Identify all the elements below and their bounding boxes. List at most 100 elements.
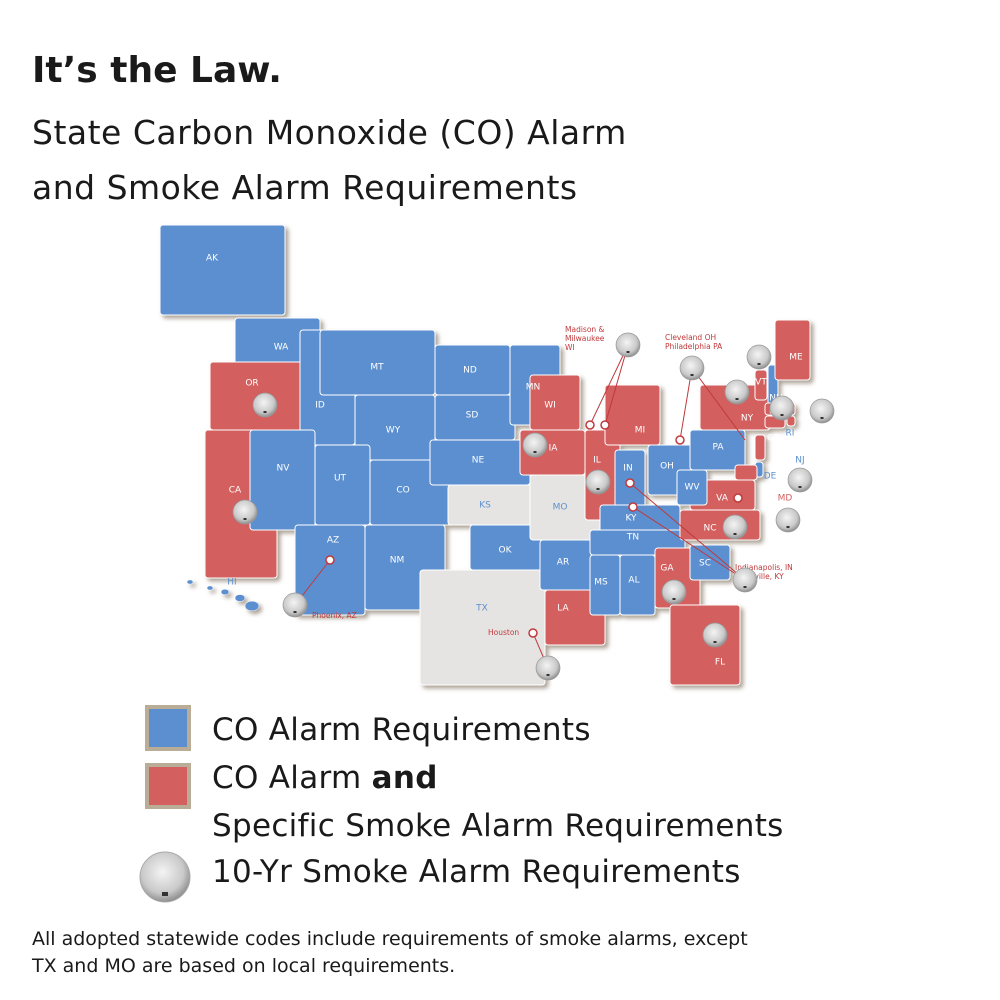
state	[604, 384, 661, 446]
city-dot	[600, 420, 610, 430]
footnote: All adopted statewide codes include requ…	[32, 928, 748, 950]
title: It’s the Law.	[32, 50, 282, 91]
legend-label: CO Alarm Requirements	[212, 712, 591, 748]
smoke-alarm-icon-led	[690, 374, 694, 376]
subtitle: State Carbon Monoxide (CO) Alarm	[32, 113, 627, 152]
state-label: NJ	[795, 456, 804, 466]
state-label: FL	[715, 658, 725, 668]
smoke-alarm-icon	[679, 355, 705, 381]
city-dot	[628, 502, 638, 512]
smoke-alarm-icon-led	[626, 351, 630, 353]
state-label: TN	[626, 533, 639, 543]
smoke-alarm-icon-led	[672, 598, 676, 600]
state-label: WI	[544, 401, 556, 411]
state-label: VT	[755, 378, 767, 388]
smoke-alarm-icon-led	[798, 486, 802, 488]
state-label: WA	[274, 343, 289, 353]
state-label: AL	[628, 576, 639, 586]
state-label: IL	[593, 456, 601, 466]
callout-label: Philadelphia PA	[665, 342, 723, 351]
state-label: SD	[466, 411, 479, 421]
state	[244, 600, 260, 612]
city-dot	[325, 555, 335, 565]
state-label: PA	[712, 443, 724, 453]
leader-line	[604, 344, 629, 426]
legend-label: Specific Smoke Alarm Requirements	[212, 808, 784, 844]
smoke-alarm-icon-led	[263, 411, 267, 413]
smoke-alarm-icon	[746, 344, 772, 370]
state-label: OK	[499, 546, 513, 556]
state-label: MD	[778, 494, 793, 504]
smoke-alarm-icon-led	[596, 488, 600, 490]
smoke-alarm-icon-led	[780, 414, 784, 416]
state	[419, 569, 546, 686]
state-label: AZ	[327, 536, 339, 546]
smoke-alarm-icon	[282, 592, 308, 618]
state	[529, 374, 581, 431]
state	[186, 579, 194, 585]
leader-line	[691, 367, 746, 441]
state	[754, 369, 768, 401]
city-dot	[528, 628, 538, 638]
state-label: OH	[660, 462, 674, 472]
smoke-alarm-icon	[585, 469, 611, 495]
leader-line	[629, 482, 746, 581]
legend-label: CO Alarm and	[212, 760, 438, 796]
city-dot	[675, 435, 685, 445]
city-dot	[585, 420, 595, 430]
legend-swatch	[145, 705, 191, 751]
legend-label: 10-Yr Smoke Alarm Requirements	[212, 854, 741, 890]
state-label: IN	[623, 464, 632, 474]
state	[774, 319, 811, 381]
leader-line	[589, 344, 629, 426]
state-label: ND	[463, 366, 477, 376]
smoke-alarm-icon	[787, 467, 813, 493]
legend-swatch	[145, 763, 191, 809]
state-label: CO	[396, 486, 409, 496]
state-label: HI	[227, 578, 236, 588]
legend-alarm-icon	[139, 851, 191, 903]
state-label: TX	[475, 604, 488, 614]
legend-text: CO Alarm	[212, 760, 362, 796]
leader-line	[632, 506, 746, 581]
smoke-alarm-icon-led	[820, 417, 824, 419]
state	[669, 604, 741, 686]
state	[314, 444, 371, 526]
smoke-alarm-icon	[615, 332, 641, 358]
smoke-alarm-icon	[702, 622, 728, 648]
state-label: VA	[716, 494, 729, 504]
city-dot	[625, 478, 635, 488]
state-label: UT	[334, 474, 347, 484]
subtitle: and Smoke Alarm Requirements	[32, 168, 578, 207]
callout-label: Houston	[488, 628, 519, 637]
callout-label: Louisville, KY	[735, 572, 784, 581]
smoke-alarm-icon-led	[733, 533, 737, 535]
state-label: DE	[764, 472, 777, 482]
smoke-alarm-icon-led	[546, 674, 550, 676]
smoke-alarm-icon	[769, 395, 795, 421]
state-label: MN	[526, 383, 541, 393]
state	[447, 484, 544, 526]
state-label: AK	[206, 254, 219, 264]
state-label: MT	[370, 363, 384, 373]
state-label: KS	[479, 501, 491, 511]
state-label: OR	[245, 379, 258, 389]
smoke-alarm-icon	[722, 514, 748, 540]
state	[159, 224, 286, 316]
state-label: RI	[786, 429, 795, 439]
callout-label: WI	[565, 343, 575, 352]
state-label: KY	[625, 514, 637, 524]
smoke-alarm-icon-led	[533, 451, 537, 453]
state	[754, 434, 766, 461]
state-label: MS	[594, 578, 608, 588]
state-label: CT	[767, 434, 779, 444]
callout-label: Milwaukee	[565, 334, 605, 343]
smoke-alarm-icon	[252, 392, 278, 418]
smoke-alarm-icon	[232, 499, 258, 525]
state-label: LA	[557, 604, 569, 614]
smoke-alarm-icon	[809, 398, 835, 424]
smoke-alarm-icon-led	[757, 363, 761, 365]
state-label: MI	[635, 426, 645, 436]
state-label: WY	[386, 426, 401, 436]
